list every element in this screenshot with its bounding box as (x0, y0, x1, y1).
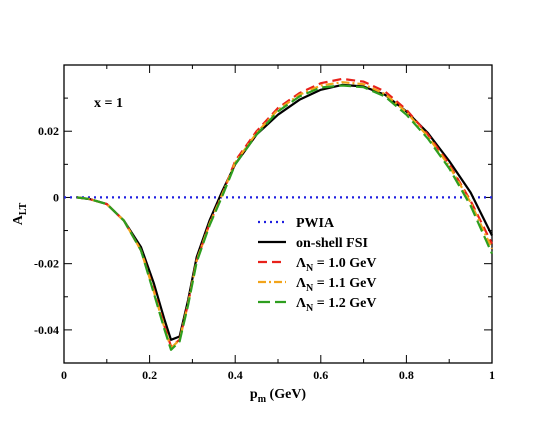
x-tick-label: 0.2 (142, 368, 157, 382)
y-tick-label: 0.02 (38, 124, 59, 138)
legend-label-rest: = 1.0 GeV (313, 256, 376, 271)
plot-frame (63, 64, 493, 364)
x-tick-label: 0.4 (228, 368, 243, 382)
legend-label-base: PWIA (296, 216, 335, 231)
y-axis-title: ALT (11, 202, 29, 225)
legend-label-sub: N (306, 303, 314, 314)
legend-label-base: Λ (296, 296, 306, 311)
legend-label-rest: = 1.2 GeV (313, 296, 376, 311)
x-axis-title-unit: (GeV) (266, 387, 306, 402)
series-line-4 (76, 84, 494, 351)
y-tick-label: -0.02 (34, 257, 59, 271)
x-tick-label: 0 (61, 368, 67, 382)
legend-label-rest: = 1.1 GeV (313, 276, 376, 291)
legend-label-1: on-shell FSI (296, 236, 368, 251)
y-tick-label: 0 (53, 190, 59, 204)
legend-label-3: ΛN = 1.1 GeV (296, 276, 376, 294)
x-tick-label: 1 (489, 368, 495, 382)
x-axis-title: pm (GeV) (250, 387, 307, 405)
legend-label-base: on-shell FSI (296, 236, 368, 251)
x-tick-label: 0.6 (313, 368, 328, 382)
y-tick-label: -0.04 (34, 323, 59, 337)
series-lines (64, 77, 494, 351)
legend-label-0: PWIA (296, 216, 335, 231)
legend-label-sub: N (306, 283, 314, 294)
series-line-2 (76, 77, 493, 348)
legend-label-4: ΛN = 1.2 GeV (296, 296, 376, 314)
legend-label-2: ΛN = 1.0 GeV (296, 256, 376, 274)
legend-label-base: Λ (296, 276, 306, 291)
panel-annotation: x = 1 (94, 96, 123, 111)
series-line-3 (76, 81, 493, 350)
y-axis-title-base: A (11, 214, 26, 225)
x-axis-title-sub: m (258, 394, 267, 405)
axis-ticks: 0 0.2 0.4 0.6 0.8 1 -0.04 -0.02 0 0.02 (34, 65, 495, 382)
x-axis-title-base: p (250, 387, 258, 402)
x-tick-label: 0.8 (399, 368, 414, 382)
legend-label-base: Λ (296, 256, 306, 271)
legend-label-sub: N (306, 263, 314, 274)
y-axis-title-sub: LT (18, 202, 29, 215)
